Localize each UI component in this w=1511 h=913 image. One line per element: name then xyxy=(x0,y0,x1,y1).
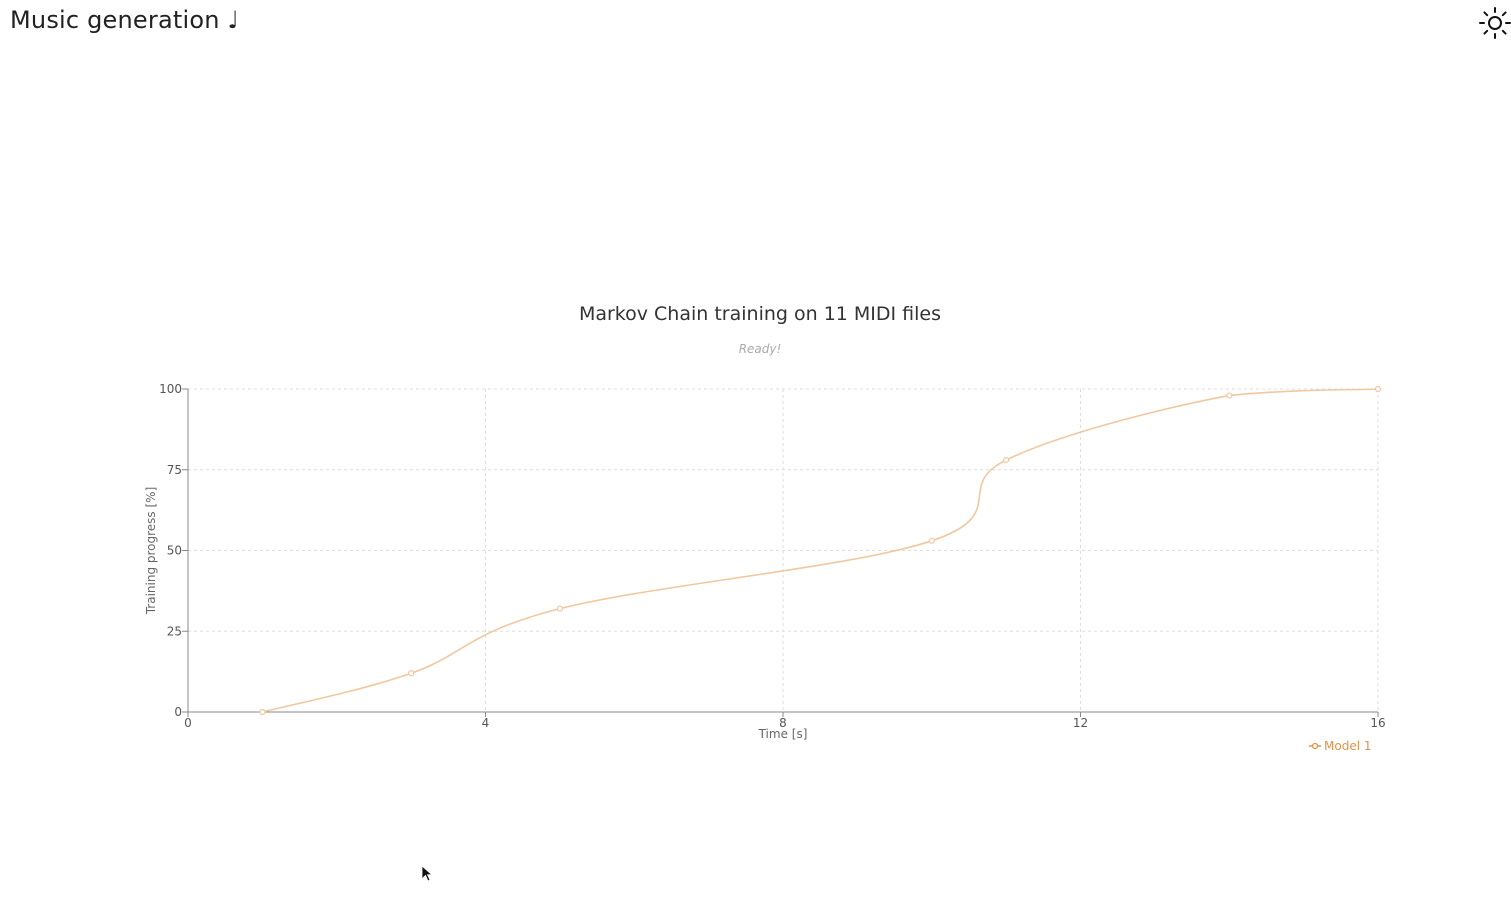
data-point xyxy=(928,537,935,544)
data-point xyxy=(1226,392,1233,399)
data-point xyxy=(1003,456,1010,464)
y-axis-label: Training progress [%] xyxy=(144,487,158,616)
y-tick-label: 75 xyxy=(167,463,182,477)
x-tick-label: 16 xyxy=(1370,716,1385,730)
x-tick-label: 8 xyxy=(779,716,787,730)
data-point xyxy=(1374,385,1382,393)
mouse-cursor-icon xyxy=(421,865,433,882)
app-title: Music generation ♩ xyxy=(10,6,239,34)
data-point xyxy=(556,605,563,612)
chart-subtitle: Ready! xyxy=(738,342,782,356)
theme-toggle-button[interactable] xyxy=(1478,6,1511,39)
chart-title: Markov Chain training on 11 MIDI files xyxy=(578,303,942,325)
y-tick-label: 50 xyxy=(167,544,182,558)
y-tick-label: 0 xyxy=(174,705,182,719)
legend-marker xyxy=(1311,742,1319,750)
x-tick-label: 0 xyxy=(184,716,192,730)
series-line xyxy=(262,388,1379,713)
x-tick-label: 12 xyxy=(1073,716,1088,730)
y-tick-label: 25 xyxy=(167,624,182,638)
legend-label: Model 1 xyxy=(1324,739,1371,753)
data-point xyxy=(408,670,415,677)
sun-icon xyxy=(1479,7,1511,39)
y-tick-label: 100 xyxy=(159,382,182,396)
data-point xyxy=(259,708,266,716)
x-axis-label: Time [s] xyxy=(758,727,808,741)
x-tick-label: 4 xyxy=(482,716,490,730)
